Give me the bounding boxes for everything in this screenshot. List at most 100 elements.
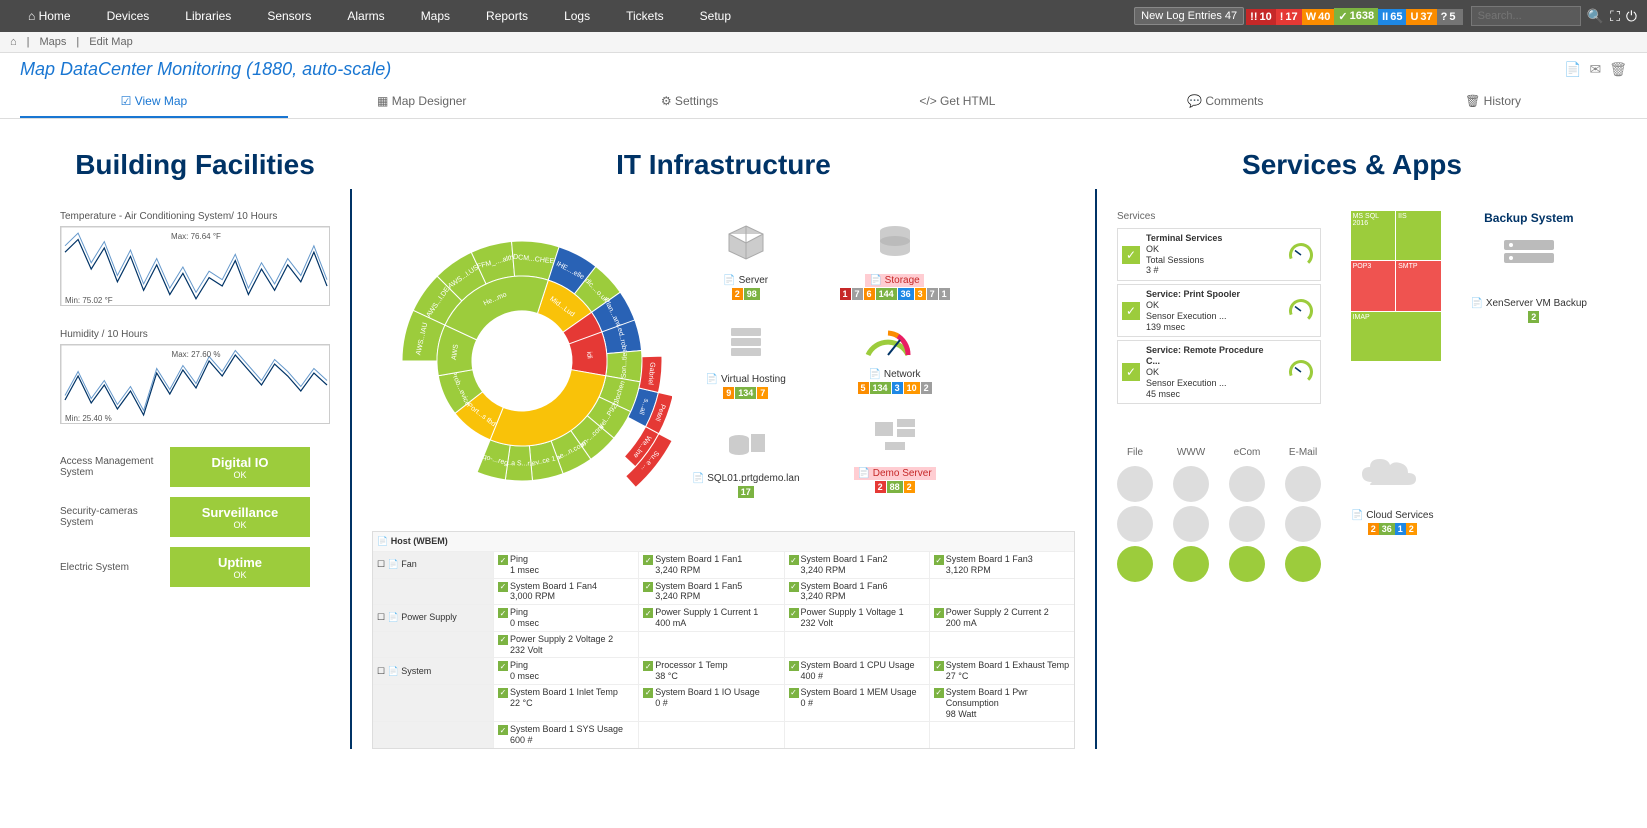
status-badge[interactable]: !! 10 <box>1246 9 1276 25</box>
mini-badge: 2 <box>904 481 915 493</box>
host-cell[interactable]: ✓Power Supply 1 Current 1400 mA <box>638 605 783 631</box>
nav-item-tickets[interactable]: Tickets <box>608 0 682 32</box>
status-badge[interactable]: II 65 <box>1378 9 1406 25</box>
backup-section: Backup System 📄 XenServer VM Backup 2 <box>1471 211 1587 407</box>
traffic-light-e-mail[interactable]: E-Mail <box>1285 447 1321 582</box>
search-box <box>1471 6 1581 26</box>
network-icon <box>858 320 932 365</box>
mini-badge: 134 <box>870 382 891 394</box>
nav-item-sensors[interactable]: Sensors <box>249 0 329 32</box>
mini-badge: 7 <box>852 288 863 300</box>
traffic-label: eCom <box>1229 447 1265 458</box>
nav-item-alarms[interactable]: Alarms <box>329 0 402 32</box>
infra-item-storage[interactable]: 📄 Storage17614436371 <box>840 221 950 300</box>
cube-icon <box>721 221 771 271</box>
export-icon[interactable]: 📄 <box>1564 61 1581 78</box>
nav-item-logs[interactable]: Logs <box>546 0 608 32</box>
search-icon[interactable]: 🔍 <box>1587 8 1604 25</box>
host-cell[interactable]: ✓Processor 1 Temp38 °C <box>638 658 783 684</box>
treemap-cell[interactable]: SMTP <box>1396 261 1441 310</box>
search-input[interactable] <box>1471 6 1581 26</box>
host-cell[interactable]: ✓System Board 1 Fan43,000 RPM <box>493 579 638 605</box>
tab-view-map[interactable]: ☑ View Map <box>20 86 288 118</box>
host-row: ✓System Board 1 Inlet Temp22 °C✓System B… <box>373 684 1074 721</box>
sunburst-chart: AWS...IAUAWS...I.DEAWS...I.USFFM_....alt… <box>372 211 672 511</box>
temperature-chart: Temperature - Air Conditioning System/ 1… <box>60 211 330 309</box>
host-cell[interactable]: ✓System Board 1 IO Usage0 # <box>638 685 783 721</box>
services-apps-column: Services & Apps Services ✓ Terminal Serv… <box>1097 149 1607 749</box>
treemap-cell[interactable]: MS SQL 2016 <box>1351 211 1396 260</box>
nav-item-reports[interactable]: Reports <box>468 0 546 32</box>
host-cell[interactable]: ✓System Board 1 Fan13,240 RPM <box>638 552 783 578</box>
status-block[interactable]: SurveillanceOK <box>170 497 310 537</box>
host-cell[interactable]: ✓System Board 1 Exhaust Temp27 °C <box>929 658 1074 684</box>
nav-item-setup[interactable]: Setup <box>682 0 749 32</box>
traffic-light-ecom[interactable]: eCom <box>1229 447 1265 582</box>
host-cell[interactable]: ✓Power Supply 1 Voltage 1232 Volt <box>784 605 929 631</box>
status-badges: New Log Entries 47 !! 10! 17W 40✓ 1638II… <box>1134 7 1463 25</box>
tab-get-html[interactable]: </> Get HTML <box>823 86 1091 118</box>
treemap-cell[interactable]: IMAP <box>1351 312 1441 361</box>
host-cell[interactable]: ✓System Board 1 SYS Usage600 # <box>493 722 638 748</box>
status-badge[interactable]: U 37 <box>1406 9 1436 25</box>
status-block[interactable]: UptimeOK <box>170 547 310 587</box>
traffic-light-file[interactable]: File <box>1117 447 1153 582</box>
service-item[interactable]: ✓ Service: Print SpoolerOKSensor Executi… <box>1117 284 1321 337</box>
host-cell[interactable]: ✓System Board 1 Fan23,240 RPM <box>784 552 929 578</box>
mail-icon[interactable]: ✉ <box>1589 61 1601 78</box>
delete-icon[interactable]: 🗑 <box>1609 61 1627 78</box>
infra-item-sql01-prtgdemo-lan[interactable]: 📄 SQL01.prtgdemo.lan17 <box>692 419 800 498</box>
nav-item-maps[interactable]: Maps <box>403 0 468 32</box>
breadcrumb-edit[interactable]: Edit Map <box>89 36 132 48</box>
nav-item-devices[interactable]: Devices <box>89 0 168 32</box>
mini-badge: 2 <box>732 288 743 300</box>
tab-map-designer[interactable]: ▦ Map Designer <box>288 86 556 118</box>
treemap-cell[interactable]: IIS <box>1396 211 1441 260</box>
host-row: ☐ 📄 Fan✓Ping1 msec✓System Board 1 Fan13,… <box>373 551 1074 578</box>
traffic-light-www[interactable]: WWW <box>1173 447 1209 582</box>
power-icon[interactable]: ⏻ <box>1626 8 1637 25</box>
host-cell[interactable]: ✓System Board 1 MEM Usage0 # <box>784 685 929 721</box>
host-cell[interactable]: ✓System Board 1 Inlet Temp22 °C <box>493 685 638 721</box>
status-badge[interactable]: ! 17 <box>1276 9 1302 25</box>
status-badge[interactable]: ? 5 <box>1437 9 1463 25</box>
tab-comments[interactable]: 💬 Comments <box>1091 86 1359 118</box>
infra-item-server[interactable]: 📄 Server298 <box>721 221 771 300</box>
tab-settings[interactable]: ⚙ Settings <box>556 86 824 118</box>
status-badge[interactable]: ✓ 1638 <box>1334 8 1378 25</box>
host-cell[interactable]: ✓System Board 1 Fan63,240 RPM <box>784 579 929 605</box>
infra-label: 📄 Storage <box>840 275 950 286</box>
tab-history[interactable]: 🗑 History <box>1359 86 1627 118</box>
fullscreen-icon[interactable]: ⛶ <box>1610 8 1620 25</box>
host-cell[interactable]: ✓Power Supply 2 Voltage 2232 Volt <box>493 632 638 658</box>
infra-item-network[interactable]: 📄 Network51343102 <box>858 320 932 394</box>
svg-text:Son...tle: Son...tle <box>621 352 629 378</box>
host-cell[interactable]: ✓System Board 1 CPU Usage400 # <box>784 658 929 684</box>
service-item[interactable]: ✓ Service: Remote Procedure C...OKSensor… <box>1117 340 1321 404</box>
mini-badge: 7 <box>927 288 938 300</box>
host-cell[interactable]: ✓System Board 1 Fan53,240 RPM <box>638 579 783 605</box>
host-cell[interactable]: ✓Ping0 msec <box>493 605 638 631</box>
infra-item-virtual-hosting[interactable]: 📄 Virtual Hosting91347 <box>706 320 786 399</box>
breadcrumb-maps[interactable]: Maps <box>40 36 67 48</box>
breadcrumb-home[interactable]: ⌂ <box>10 36 17 48</box>
infra-label: 📄 Virtual Hosting <box>706 374 786 385</box>
mini-badge: 98 <box>744 288 760 300</box>
new-log-button[interactable]: New Log Entries 47 <box>1134 7 1244 25</box>
nav-item-libraries[interactable]: Libraries <box>167 0 249 32</box>
host-cell[interactable]: ✓Ping1 msec <box>493 552 638 578</box>
service-item[interactable]: ✓ Terminal ServicesOKTotal Sessions3 # <box>1117 228 1321 281</box>
treemap-cell[interactable]: POP3 <box>1351 261 1396 310</box>
host-cell[interactable]: ✓Power Supply 2 Current 2200 mA <box>929 605 1074 631</box>
svg-text:Min: 25.40 %: Min: 25.40 % <box>65 414 112 423</box>
page-title-text: DataCenter Monitoring (1880, auto-scale) <box>60 59 391 79</box>
host-row: ✓System Board 1 SYS Usage600 # <box>373 721 1074 748</box>
host-cell[interactable]: ✓System Board 1 Pwr Consumption98 Watt <box>929 685 1074 721</box>
infra-item-demo-server[interactable]: 📄 Demo Server2882 <box>854 414 936 493</box>
status-badge[interactable]: W 40 <box>1302 9 1335 25</box>
nav-item-home[interactable]: ⌂ Home <box>10 0 89 32</box>
db-icon <box>840 221 950 271</box>
status-block[interactable]: Digital IOOK <box>170 447 310 487</box>
host-cell[interactable]: ✓Ping0 msec <box>493 658 638 684</box>
host-cell[interactable]: ✓System Board 1 Fan33,120 RPM <box>929 552 1074 578</box>
